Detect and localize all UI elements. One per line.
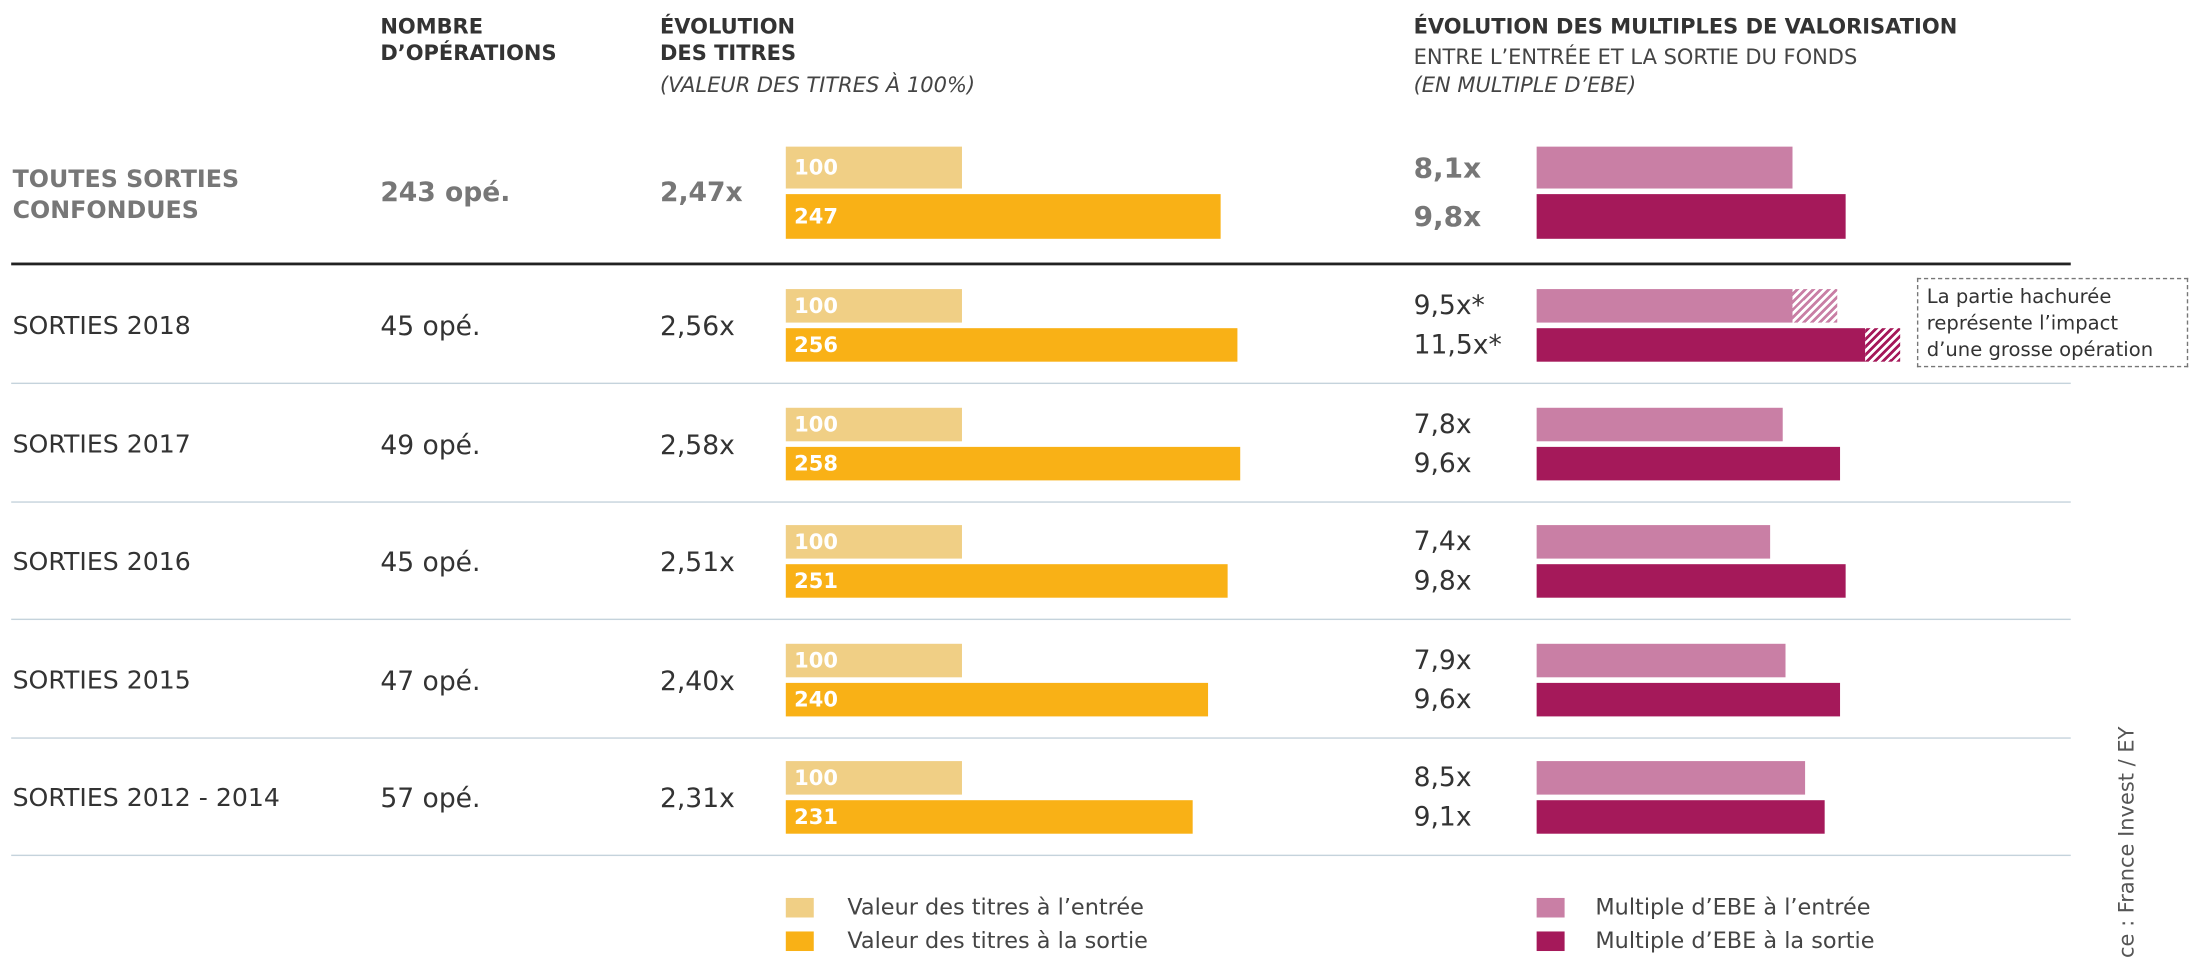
annotation: La partie hachurée représente l’impact d…	[1916, 277, 2189, 368]
bar	[785, 446, 1241, 480]
bar	[785, 328, 1237, 362]
bar	[1536, 146, 1793, 189]
column-header: NOMBRE D’OPÉRATIONS	[380, 13, 557, 66]
column-subtitle: (VALEUR DES TITRES À 100%)	[659, 72, 976, 98]
multiple-label: 8,5x	[1413, 762, 1472, 794]
legend-label: Multiple d’EBE à la sortie	[1595, 927, 1875, 954]
multiple-label: 7,8x	[1413, 408, 1472, 440]
bar	[785, 682, 1209, 716]
legend-swatch	[785, 931, 814, 952]
bar	[785, 194, 1221, 239]
operations: 45 opé.	[380, 547, 481, 579]
bar-hatched	[1792, 289, 1837, 323]
row-label: TOUTES SORTIES CONFONDUES	[12, 166, 240, 225]
operations: 243 opé.	[380, 177, 511, 209]
multiple-label: 8,1x	[1413, 150, 1482, 185]
separator	[11, 382, 2071, 385]
growth: 2,40x	[659, 665, 735, 697]
bar	[1536, 289, 1793, 323]
source: ce : France Invest / EY	[2114, 726, 2140, 958]
multiple-label: 7,9x	[1413, 644, 1472, 676]
bar-label: 256	[794, 332, 838, 358]
separator	[11, 618, 2071, 621]
bar	[1536, 564, 1847, 598]
multiple-label: 9,6x	[1413, 683, 1472, 715]
bar	[785, 564, 1228, 598]
bar-label: 247	[794, 203, 838, 230]
column-note: (EN MULTIPLE D’EBE)	[1413, 72, 1637, 98]
row-label: SORTIES 2018	[12, 311, 191, 341]
bar-label: 251	[794, 568, 838, 594]
multiple-label: 9,8x	[1413, 199, 1482, 234]
legend-label: Valeur des titres à la sortie	[847, 927, 1148, 954]
bar	[1536, 525, 1771, 559]
separator	[11, 262, 2071, 266]
growth: 2,51x	[659, 547, 735, 579]
bar-label: 100	[794, 155, 838, 181]
row-label: SORTIES 2016	[12, 547, 191, 577]
separator	[11, 854, 2071, 857]
legend-swatch	[785, 897, 814, 918]
bar-label: 100	[794, 647, 838, 673]
bar	[1536, 682, 1840, 716]
legend-label: Multiple d’EBE à l’entrée	[1595, 893, 1871, 921]
bar	[785, 761, 962, 795]
growth: 2,47x	[659, 177, 743, 209]
row-label: SORTIES 2012 - 2014	[12, 783, 280, 813]
bar	[1536, 643, 1787, 677]
separator	[11, 500, 2071, 503]
bar	[1536, 446, 1840, 480]
legend-swatch	[1536, 931, 1565, 952]
column-subtitle: ENTRE L’ENTRÉE ET LA SORTIE DU FONDS	[1413, 44, 1858, 70]
operations: 49 opé.	[380, 429, 481, 461]
multiple-label: 11,5x*	[1413, 329, 1502, 361]
column-header: ÉVOLUTION DES MULTIPLES DE VALORISATION	[1413, 13, 1958, 40]
legend-label: Valeur des titres à l’entrée	[847, 893, 1144, 921]
bar	[1536, 800, 1824, 834]
bar	[1536, 194, 1847, 239]
bar-label: 100	[794, 411, 838, 437]
bar	[785, 289, 962, 323]
multiple-label: 9,5x*	[1413, 290, 1485, 322]
bar-label: 100	[794, 293, 838, 319]
row-label: SORTIES 2017	[12, 429, 191, 459]
bar-hatched	[1865, 328, 1900, 362]
bar-label: 231	[794, 804, 838, 830]
bar	[1536, 328, 1866, 362]
bar	[785, 800, 1193, 834]
operations: 45 opé.	[380, 311, 481, 343]
multiple-label: 7,4x	[1413, 526, 1472, 558]
multiple-label: 9,1x	[1413, 801, 1472, 833]
legend-swatch	[1536, 897, 1565, 918]
column-header: ÉVOLUTION DES TITRES	[659, 13, 797, 66]
bar-label: 100	[794, 765, 838, 791]
operations: 47 opé.	[380, 665, 481, 697]
bar	[785, 407, 962, 441]
bar	[785, 146, 962, 189]
bar-label: 240	[794, 686, 838, 712]
bar-label: 100	[794, 529, 838, 555]
growth: 2,56x	[659, 311, 735, 343]
multiple-label: 9,8x	[1413, 565, 1472, 597]
row-label: SORTIES 2015	[12, 665, 191, 695]
operations: 57 opé.	[380, 783, 481, 815]
growth: 2,58x	[659, 429, 735, 461]
bar	[785, 525, 962, 559]
bar	[1536, 761, 1806, 795]
growth: 2,31x	[659, 783, 735, 815]
bar	[785, 643, 962, 677]
separator	[11, 736, 2071, 739]
bar-label: 258	[794, 450, 838, 476]
multiple-label: 9,6x	[1413, 447, 1472, 479]
bar	[1536, 407, 1783, 441]
